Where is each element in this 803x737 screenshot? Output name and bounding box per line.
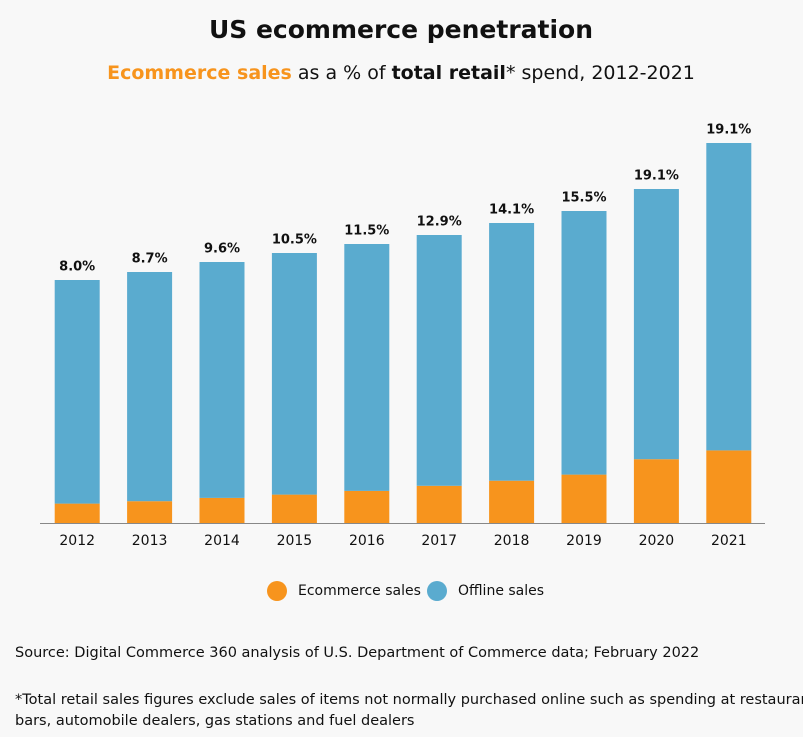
x-tick-label: 2014 <box>204 533 240 549</box>
bar-segment <box>127 272 173 502</box>
chart-title: US ecommerce penetration <box>209 15 593 44</box>
bar-segment <box>561 211 607 475</box>
x-tick-label: 2020 <box>639 533 675 549</box>
legend-label: Offline sales <box>458 583 544 599</box>
bar-segment <box>489 223 535 481</box>
data-label: 19.1% <box>634 169 679 184</box>
bar-segment <box>127 501 173 523</box>
bar-segment <box>633 189 679 460</box>
bar-segment <box>416 235 462 486</box>
bar-segment <box>706 450 752 523</box>
bar-segment <box>271 494 317 523</box>
x-tick-label: 2016 <box>349 533 385 549</box>
bar-segment <box>561 474 607 523</box>
x-tick-label: 2012 <box>59 533 95 549</box>
bar-segment <box>54 503 100 523</box>
data-label: 14.1% <box>489 203 534 218</box>
bar-segment <box>633 459 679 523</box>
footnote: bars, automobile dealers, gas stations a… <box>15 713 414 729</box>
data-label: 8.0% <box>59 260 95 275</box>
bar-segment <box>54 280 100 504</box>
bar-segment <box>199 497 245 523</box>
x-tick-label: 2021 <box>711 533 747 549</box>
x-tick-label: 2013 <box>132 533 168 549</box>
bar-segment <box>344 244 390 491</box>
source: Source: Digital Commerce 360 analysis of… <box>15 645 699 661</box>
legend-swatch <box>427 581 447 601</box>
bar-segment <box>344 490 390 523</box>
chart-subtitle: Ecommerce sales as a % of total retail* … <box>107 62 695 84</box>
bar-segment <box>271 253 317 495</box>
x-tick-label: 2015 <box>277 533 313 549</box>
data-label: 11.5% <box>344 224 389 239</box>
subtitle-part: Ecommerce sales <box>107 62 292 84</box>
x-tick-label: 2017 <box>421 533 457 549</box>
data-label: 12.9% <box>417 215 462 230</box>
subtitle-part: * spend, 2012-2021 <box>506 62 695 84</box>
data-label: 19.1% <box>706 123 751 138</box>
bar-segment <box>706 143 752 451</box>
bar-segment <box>416 485 462 523</box>
x-tick-label: 2018 <box>494 533 530 549</box>
data-label: 15.5% <box>561 191 606 206</box>
subtitle-part: as a % of <box>292 62 392 84</box>
data-label: 8.7% <box>132 252 168 267</box>
x-tick-label: 2019 <box>566 533 602 549</box>
footnote: *Total retail sales figures exclude sale… <box>15 692 803 708</box>
data-label: 10.5% <box>272 233 317 248</box>
legend-label: Ecommerce sales <box>298 583 421 599</box>
bar-segment <box>489 480 535 523</box>
bar-segment <box>199 262 245 498</box>
data-label: 9.6% <box>204 242 240 257</box>
legend-swatch <box>267 581 287 601</box>
subtitle-part: total retail <box>392 62 506 84</box>
